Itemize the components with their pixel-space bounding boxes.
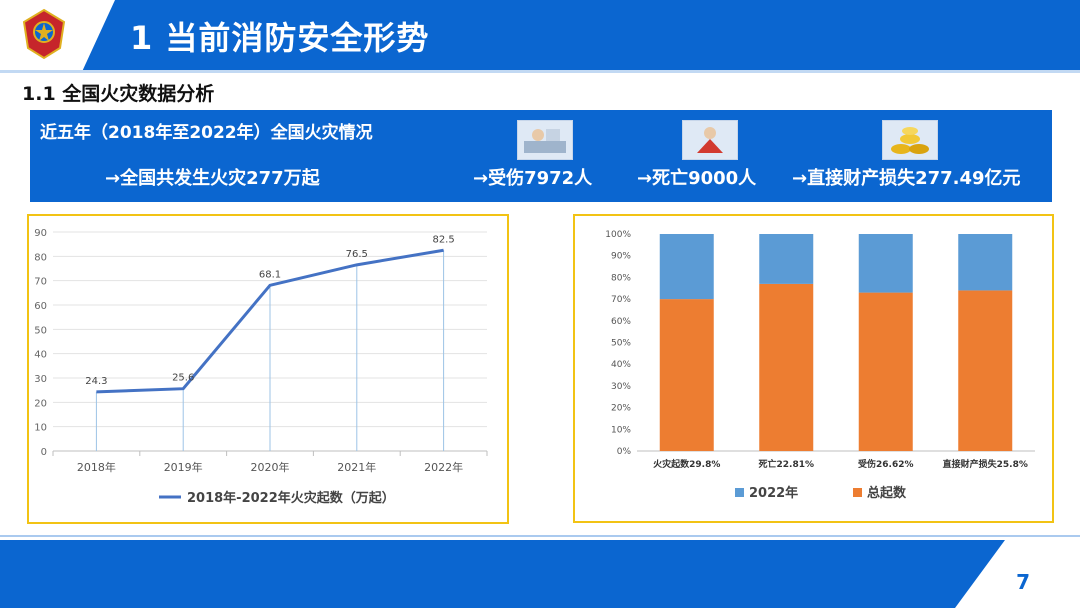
data-label: 24.3: [85, 376, 107, 387]
bar-segment: [759, 283, 814, 451]
y-tick-label: 20: [34, 398, 47, 409]
x-tick-label: 受伤26.62%: [858, 458, 914, 470]
footer-top-line: [0, 535, 1080, 537]
x-tick-label: 2022年: [424, 460, 463, 474]
y-tick-label: 0%: [617, 447, 632, 457]
stacked-bar-chart: 0% 10% 20% 30% 40% 50% 60% 70% 80% 90% 100% 火灾起数29.…: [605, 230, 1035, 501]
summary-panel: 近五年（2018年至2022年）全国火灾情况 →全国共发生火灾277万起 →受伤…: [30, 110, 1052, 202]
y-tick-label: 80: [34, 252, 47, 263]
footer-bar: [0, 540, 1080, 608]
y-tick-label: 10%: [611, 425, 631, 435]
series-line: [96, 248, 444, 394]
section-title: 1.1 全国火灾数据分析: [22, 83, 215, 105]
y-tick-label: 70: [34, 277, 47, 288]
legend-label: 总起数: [867, 485, 907, 501]
y-tick-label: 10: [34, 423, 47, 434]
x-tick-label: 2020年: [251, 460, 290, 474]
bar-chart-frame: 0% 10% 20% 30% 40% 50% 60% 70% 80% 90% 100% 火灾起数29.…: [573, 214, 1054, 523]
summary-injured: →受伤7972人: [473, 168, 593, 189]
legend-label: 2022年: [749, 485, 798, 501]
injured-icon: [517, 120, 573, 160]
y-tick-label: 40: [34, 350, 47, 361]
line-chart-frame: 0 10 20 30 40 50 60 70 80 90 24.3 25.6 68.1 76.5 82.5 2…: [27, 214, 509, 524]
legend-swatch: [853, 488, 862, 497]
bar-segment: [958, 234, 1013, 291]
y-tick-label: 60: [34, 301, 47, 312]
y-tick-label: 40%: [611, 360, 631, 370]
legend-swatch: [735, 488, 744, 497]
summary-loss: →直接财产损失277.49亿元: [792, 168, 1021, 189]
data-label: 25.6: [172, 373, 194, 384]
x-tick-label: 死亡22.81%: [758, 458, 815, 470]
y-tick-label: 70%: [611, 295, 631, 305]
y-tick-label: 30%: [611, 382, 631, 392]
y-tick-label: 30: [34, 374, 47, 385]
data-label: 82.5: [432, 234, 454, 245]
bar-segment: [759, 234, 814, 284]
y-tick-label: 0: [41, 447, 47, 458]
fire-emblem-icon: [22, 8, 66, 60]
coins-icon: [882, 120, 938, 160]
y-tick-label: 50: [34, 325, 47, 336]
bar-segment: [858, 234, 913, 293]
y-tick-label: 90%: [611, 252, 631, 262]
death-icon: [682, 120, 738, 160]
y-tick-label: 90: [34, 228, 47, 239]
x-tick-label: 2018年: [77, 460, 116, 474]
summary-deaths: →死亡9000人: [637, 168, 757, 189]
header-bar: 1 当前消防安全形势: [0, 0, 1080, 72]
legend-label: 2018年-2022年火灾起数（万起）: [187, 490, 395, 506]
header-underline: [0, 70, 1080, 73]
x-tick-label: 火灾起数29.8%: [653, 458, 720, 470]
y-tick-label: 60%: [611, 317, 631, 327]
bar-segment: [858, 292, 913, 451]
summary-fires: →全国共发生火灾277万起: [105, 168, 320, 189]
y-tick-label: 100%: [605, 230, 631, 240]
y-tick-label: 50%: [611, 339, 631, 349]
line-chart: 0 10 20 30 40 50 60 70 80 90 24.3 25.6 68.1 76.5 82.5 2…: [34, 228, 488, 506]
y-tick-label: 20%: [611, 404, 631, 414]
data-label: 76.5: [346, 249, 368, 260]
x-tick-label: 2019年: [164, 460, 203, 474]
bar-segment: [958, 290, 1013, 451]
x-tick-label: 直接财产损失25.8%: [943, 458, 1028, 470]
page-number: 7: [1016, 570, 1030, 594]
bar-segment: [659, 234, 714, 300]
bar-segment: [659, 299, 714, 451]
page-title: 1 当前消防安全形势: [130, 19, 430, 57]
y-tick-label: 80%: [611, 273, 631, 283]
data-label: 68.1: [259, 269, 281, 280]
x-tick-label: 2021年: [337, 460, 376, 474]
summary-title: 近五年（2018年至2022年）全国火灾情况: [40, 123, 373, 143]
